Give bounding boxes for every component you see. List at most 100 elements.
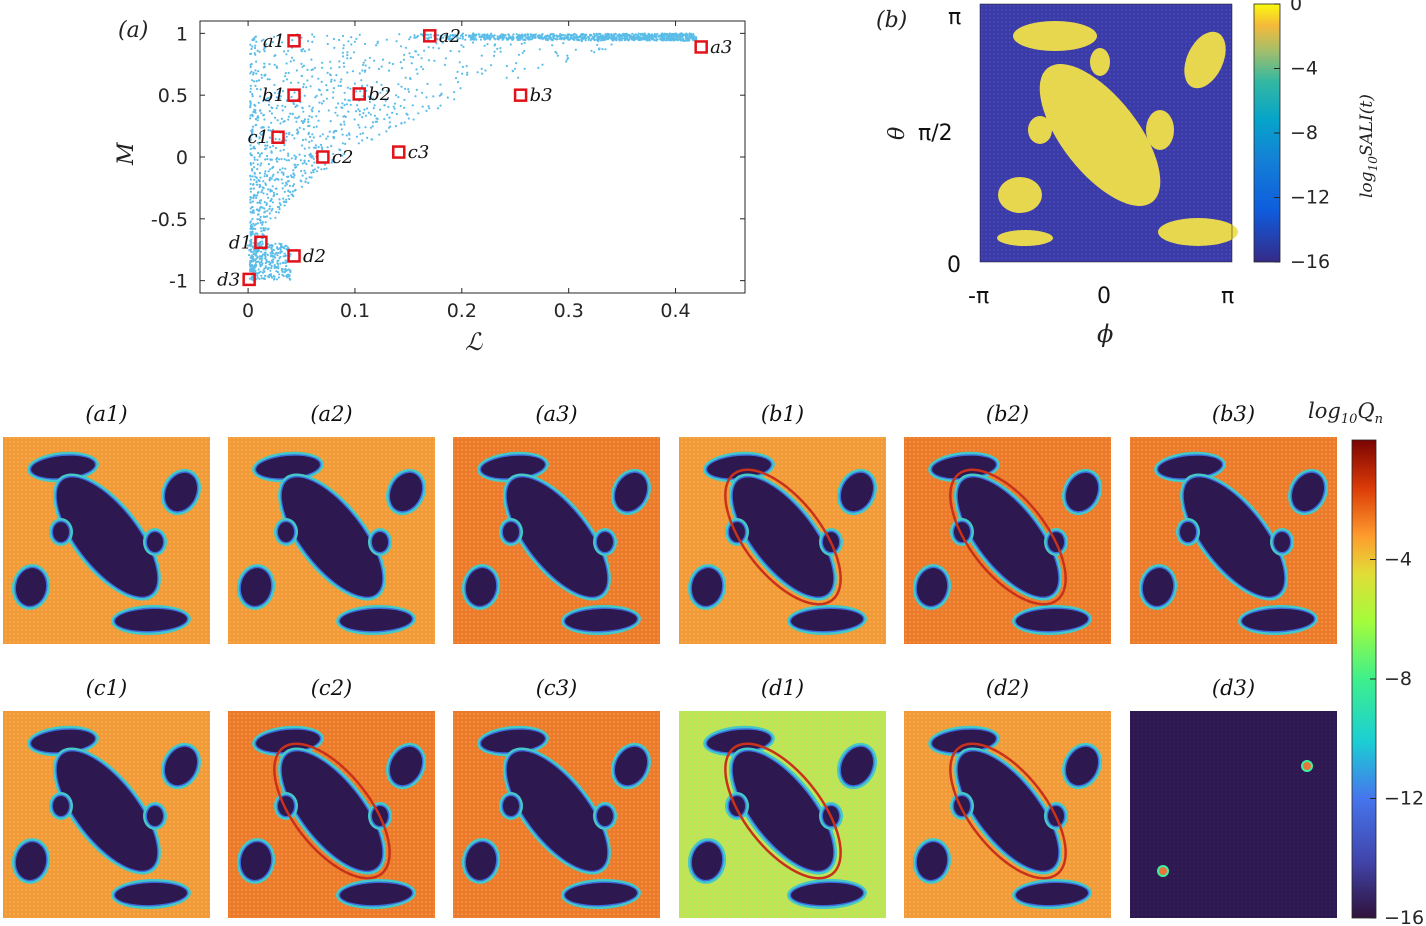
scatter-point xyxy=(260,73,263,76)
scatter-point xyxy=(638,35,641,38)
scatter-point xyxy=(253,233,256,236)
scatter-point xyxy=(340,128,343,131)
scatter-point xyxy=(407,117,410,120)
scatter-point xyxy=(292,184,295,188)
scatter-point xyxy=(530,38,533,41)
scatter-point xyxy=(306,79,309,82)
scatter-point xyxy=(259,206,263,209)
scatter-point xyxy=(278,90,281,93)
scatter-point xyxy=(289,253,292,256)
sali-tick-label: −8 xyxy=(1290,122,1318,144)
scatter-point xyxy=(403,121,406,124)
scatter-point xyxy=(680,38,683,41)
scatter-point xyxy=(338,66,341,69)
scatter-point xyxy=(252,71,255,74)
scatter-point xyxy=(261,271,265,274)
scatter-point xyxy=(250,132,254,135)
scatter-point xyxy=(256,119,259,122)
scatter-point xyxy=(252,73,255,76)
scatter-point xyxy=(303,50,306,53)
scatter-point xyxy=(258,109,262,112)
scatter-point xyxy=(555,38,558,41)
panel-a-scatter: 0 0.1 0.2 0.3 0.4 1 0.5 0 -0.5 -1 a1 a2 a3 b1 b2 b3 c1 c… xyxy=(114,18,746,356)
scatter-point xyxy=(313,35,316,38)
island-core xyxy=(31,455,95,479)
scatter-point xyxy=(378,133,381,136)
scatter-point xyxy=(397,96,400,99)
scatter-point xyxy=(282,173,285,176)
marker-b3: b3 xyxy=(513,85,553,106)
scatter-point xyxy=(420,65,423,68)
scatter-point xyxy=(252,209,255,212)
scatter-point xyxy=(258,172,261,175)
island-core xyxy=(115,608,187,632)
scatter-point xyxy=(346,54,349,57)
scatter-point xyxy=(251,260,254,263)
scatter-point xyxy=(254,124,257,127)
scatter-point xyxy=(573,38,576,42)
scatter-point xyxy=(303,161,306,164)
scatter-point xyxy=(275,251,278,254)
scatter-point xyxy=(395,94,398,97)
scatter-point xyxy=(354,110,358,113)
scatter-point xyxy=(452,34,455,37)
scatter-point xyxy=(256,222,259,225)
scatter-point xyxy=(260,152,263,155)
scatter-point xyxy=(279,203,282,207)
sali-colorbar: 0 −4 −8 −12 −16 log10SALI(t) xyxy=(1253,0,1380,273)
scatter-point xyxy=(614,38,617,41)
scatter-point xyxy=(347,99,350,102)
scatter-point xyxy=(296,117,299,120)
scatter-point xyxy=(655,34,658,37)
scatter-point xyxy=(427,105,430,108)
scatter-point xyxy=(283,158,286,161)
scatter-point xyxy=(277,96,280,99)
scatter-point xyxy=(456,80,460,84)
island-core xyxy=(1242,608,1314,632)
phase-map-title: (d3) xyxy=(1212,676,1255,700)
scatter-point xyxy=(263,50,266,53)
scatter-point xyxy=(335,106,338,109)
scatter-point xyxy=(303,154,306,157)
scatter-point xyxy=(499,47,502,50)
scatter-point xyxy=(404,46,408,49)
scatter-point xyxy=(346,57,349,60)
scatter-point xyxy=(358,72,361,75)
scatter-point xyxy=(256,49,259,52)
scatter-point xyxy=(428,107,431,110)
scatter-point xyxy=(282,171,285,175)
marker-label-b2: b2 xyxy=(368,84,391,105)
scatter-point xyxy=(378,108,382,111)
scatter-point xyxy=(343,65,346,68)
scatter-point xyxy=(272,248,275,252)
scatter-point xyxy=(473,38,476,41)
scatter-point xyxy=(275,210,278,214)
scatter-point xyxy=(264,274,267,277)
scatter-point xyxy=(251,79,254,82)
phase-map-title: (c2) xyxy=(311,676,353,700)
scatter-point xyxy=(430,36,433,39)
scatter-point xyxy=(309,135,312,138)
scatter-point xyxy=(274,146,277,150)
island-core xyxy=(56,751,158,871)
scatter-point xyxy=(517,76,520,79)
scatter-point xyxy=(660,38,663,42)
phase-map-a1: (a1) xyxy=(3,402,210,644)
panel-b-label: (b) xyxy=(876,8,907,33)
island-core xyxy=(791,608,863,632)
scatter-point xyxy=(683,39,686,42)
scatter-point xyxy=(281,268,284,271)
scatter-point xyxy=(290,176,294,179)
scatter-point xyxy=(284,261,287,264)
scatter-point xyxy=(263,277,266,280)
scatter-point xyxy=(455,39,458,42)
scatter-point xyxy=(321,148,324,151)
island-core xyxy=(389,746,423,786)
scatter-point xyxy=(347,110,350,113)
a-ytick-label: -0.5 xyxy=(151,209,188,231)
scatter-point xyxy=(293,137,296,140)
scatter-point xyxy=(571,33,574,37)
scatter-point xyxy=(263,118,266,121)
scatter-point xyxy=(294,166,297,169)
scatter-point xyxy=(325,137,328,140)
